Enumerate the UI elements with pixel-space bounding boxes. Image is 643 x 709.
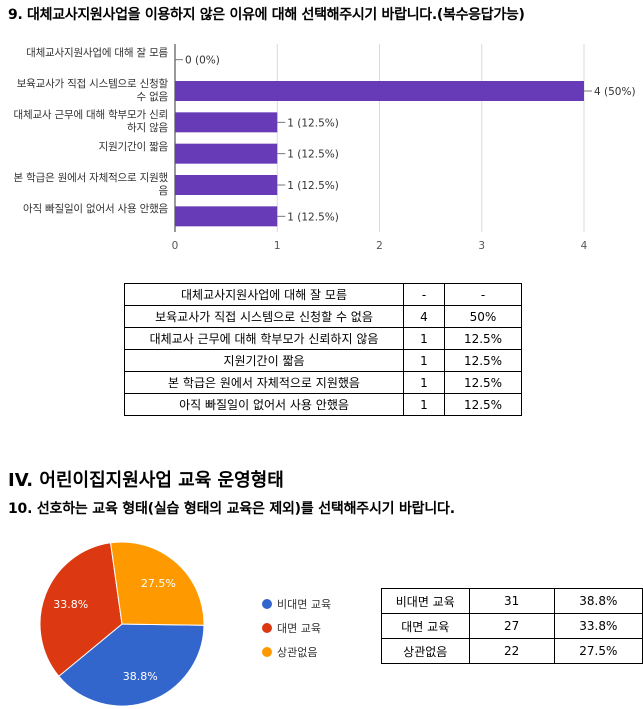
table-row: 본 학급은 원에서 자체적으로 지원했음 1 12.5% bbox=[124, 371, 522, 394]
x-tick-label: 4 bbox=[581, 240, 588, 252]
table-row: 지원기간이 짧음 1 12.5% bbox=[124, 349, 522, 372]
table-cell: 4 bbox=[403, 305, 445, 328]
bar bbox=[175, 81, 584, 101]
bar bbox=[175, 112, 278, 133]
bar bbox=[175, 206, 278, 227]
legend-label: 상관없음 bbox=[277, 646, 318, 659]
question-10-title: 10. 선호하는 교육 형태(실습 형태의 교육은 제외)를 선택해주시기 바랍… bbox=[8, 501, 455, 517]
table-cell: 대체교사지원사업에 대해 잘 모름 bbox=[124, 283, 404, 306]
table-cell: 1 bbox=[403, 371, 445, 394]
table-cell: 50% bbox=[444, 305, 522, 328]
x-tick-label: 2 bbox=[376, 240, 383, 252]
data-label: 1 (12.5%) bbox=[287, 149, 339, 161]
bar bbox=[175, 143, 278, 164]
data-label: 0 (0%) bbox=[185, 55, 220, 67]
reason-table: 대체교사지원사업에 대해 잘 모름 - - 보육교사가 직접 시스템으로 신청할 수 … bbox=[124, 283, 522, 416]
question-9-title: 9. 대체교사지원사업을 이용하지 않은 이유에 대해 선택해주시기 바랍니다.… bbox=[8, 7, 525, 23]
table-cell: 대체교사 근무에 대해 학부모가 신뢰하지 않음 bbox=[124, 327, 404, 350]
table-cell: 1 bbox=[403, 327, 445, 350]
legend-item: 대면 교육 bbox=[262, 620, 321, 636]
bar-chart-svg: 0 1 2 3 4 0 (0%) 4 (50%) 1 (12.5%) 1 (12.5%) 1 (1… bbox=[172, 44, 636, 252]
legend-swatch bbox=[262, 647, 272, 657]
data-label: 1 (12.5%) bbox=[287, 211, 339, 223]
table-cell: 1 bbox=[403, 393, 445, 416]
table-row: 대면 교육 27 33.8% bbox=[381, 613, 643, 639]
table-cell: 12.5% bbox=[444, 393, 522, 416]
legend-label: 비대면 교육 bbox=[277, 598, 332, 611]
table-cell: 본 학급은 원에서 자체적으로 지원했음 bbox=[124, 371, 404, 394]
legend-swatch bbox=[262, 599, 272, 609]
education-type-table: 비대면 교육 31 38.8% 대면 교육 27 33.8% 상관없음 22 27.5% bbox=[381, 588, 643, 664]
table-cell: 12.5% bbox=[444, 327, 522, 350]
x-tick-label: 3 bbox=[478, 240, 485, 252]
table-cell: 38.8% bbox=[553, 588, 643, 614]
table-cell: - bbox=[403, 283, 445, 306]
pie-slice-label: 38.8% bbox=[123, 670, 158, 683]
category-label: 지원기간이 짧음 bbox=[98, 140, 169, 153]
table-row: 대체교사지원사업에 대해 잘 모름 - - bbox=[124, 283, 522, 306]
table-cell: 대면 교육 bbox=[381, 613, 470, 639]
table-cell: 비대면 교육 bbox=[381, 588, 470, 614]
bar bbox=[175, 175, 278, 195]
pie-slice bbox=[39, 542, 123, 677]
pie-slice-label: 27.5% bbox=[141, 577, 176, 590]
table-cell: 12.5% bbox=[444, 371, 522, 394]
section-title: IV. 어린이집지원사업 교육 운영형태 bbox=[8, 470, 284, 491]
legend-item: 상관없음 bbox=[262, 644, 317, 660]
data-label: 1 (12.5%) bbox=[287, 117, 339, 129]
table-row: 아직 빠질일이 없어서 사용 안했음 1 12.5% bbox=[124, 393, 522, 416]
table-cell: 31 bbox=[468, 588, 555, 614]
table-row: 보육교사가 직접 시스템으로 신청할 수 없음 4 50% bbox=[124, 305, 522, 328]
table-row: 대체교사 근무에 대해 학부모가 신뢰하지 않음 1 12.5% bbox=[124, 327, 522, 350]
pie-slice bbox=[58, 623, 205, 707]
table-cell: 1 bbox=[403, 349, 445, 372]
table-row: 상관없음 22 27.5% bbox=[381, 638, 643, 664]
category-label: 대체교사 근무에 대해 학부모가 신뢰하지 않음 bbox=[13, 109, 169, 135]
table-cell: 27 bbox=[468, 613, 555, 639]
category-label: 대체교사지원사업에 대해 잘 모름 bbox=[26, 46, 168, 59]
category-label: 본 학급은 원에서 자체적으로 지원했음 bbox=[13, 172, 169, 197]
x-tick-label: 1 bbox=[274, 240, 281, 252]
table-cell: 33.8% bbox=[553, 613, 643, 639]
table-cell: 지원기간이 짧음 bbox=[124, 349, 404, 372]
category-label: 보육교사가 직접 시스템으로 신청할 수 없음 bbox=[16, 78, 169, 103]
table-row: 비대면 교육 31 38.8% bbox=[381, 588, 643, 614]
table-cell: 12.5% bbox=[444, 349, 522, 372]
data-label: 4 (50%) bbox=[594, 86, 636, 98]
category-label: 아직 빠질일이 없어서 사용 안했음 bbox=[23, 203, 168, 216]
pie-slice bbox=[110, 541, 205, 626]
table-cell: 보육교사가 직접 시스템으로 신청할 수 없음 bbox=[124, 305, 404, 328]
table-cell: 22 bbox=[468, 638, 555, 664]
table-cell: 27.5% bbox=[553, 638, 643, 664]
table-cell: 상관없음 bbox=[381, 638, 470, 664]
data-label: 1 (12.5%) bbox=[287, 180, 339, 192]
table-cell: - bbox=[444, 283, 522, 306]
table-cell: 아직 빠질일이 없어서 사용 안했음 bbox=[124, 393, 404, 416]
pie-chart: 38.8% 33.8% 27.5% bbox=[39, 541, 205, 707]
pie-slice-label: 33.8% bbox=[53, 598, 88, 611]
x-tick-label: 0 bbox=[172, 240, 179, 252]
legend-label: 대면 교육 bbox=[277, 622, 321, 635]
legend-swatch bbox=[262, 623, 272, 633]
legend-item: 비대면 교육 bbox=[262, 596, 331, 612]
